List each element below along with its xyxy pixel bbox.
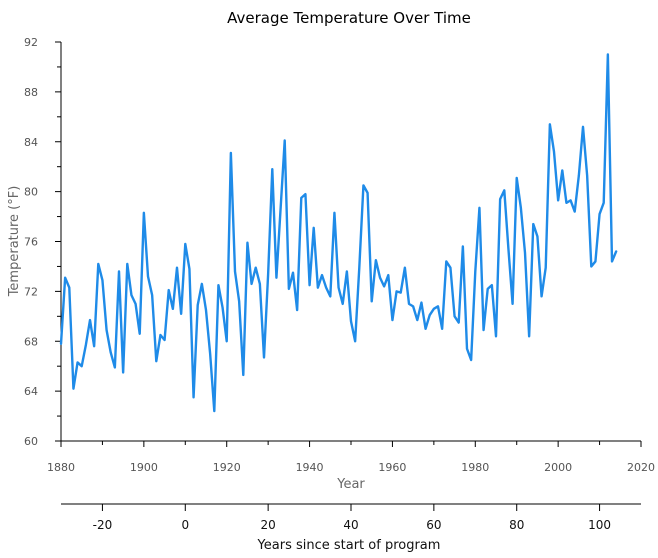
secondary-x-tick-label: 80: [509, 518, 524, 532]
secondary-x-tick-label: 0: [181, 518, 189, 532]
secondary-x-tick-label: -20: [93, 518, 113, 532]
y-tick-label: 64: [24, 385, 38, 398]
y-tick-label: 76: [24, 236, 38, 249]
y-axis: 60 64 68 72 76 80 84 88 92: [24, 36, 62, 448]
x-tick-label: 2020: [627, 461, 655, 474]
x-tick-label: 1980: [461, 461, 489, 474]
secondary-x-axis: -20 0 20 40 60 80 100: [61, 503, 641, 532]
y-tick-label: 92: [24, 36, 38, 49]
y-axis-label: Temperature (°F): [7, 186, 22, 298]
y-tick-label: 88: [24, 86, 38, 99]
x-tick-label: 1960: [378, 461, 406, 474]
x-tick-label: 1880: [47, 461, 75, 474]
series-line: [59, 53, 618, 413]
x-tick-label: 1920: [213, 461, 241, 474]
secondary-x-tick-label: 100: [588, 518, 611, 532]
x-axis-label: Year: [336, 477, 365, 492]
x-tick-label: 1900: [130, 461, 158, 474]
secondary-x-tick-label: 40: [343, 518, 358, 532]
secondary-x-axis-label: Years since start of program: [257, 538, 441, 553]
chart-title: Average Temperature Over Time: [227, 9, 471, 27]
x-tick-label: 2000: [544, 461, 572, 474]
secondary-x-tick-label: 20: [261, 518, 276, 532]
y-tick-label: 60: [24, 435, 38, 448]
y-tick-label: 84: [24, 136, 38, 149]
y-tick-label: 68: [24, 335, 38, 348]
y-tick-label: 72: [24, 285, 38, 298]
x-axis: 1880 1900 1920 1940 1960 1980 2000 2020: [47, 440, 655, 474]
secondary-x-tick-label: 60: [426, 518, 441, 532]
y-tick-label: 80: [24, 186, 38, 199]
x-tick-label: 1940: [296, 461, 324, 474]
